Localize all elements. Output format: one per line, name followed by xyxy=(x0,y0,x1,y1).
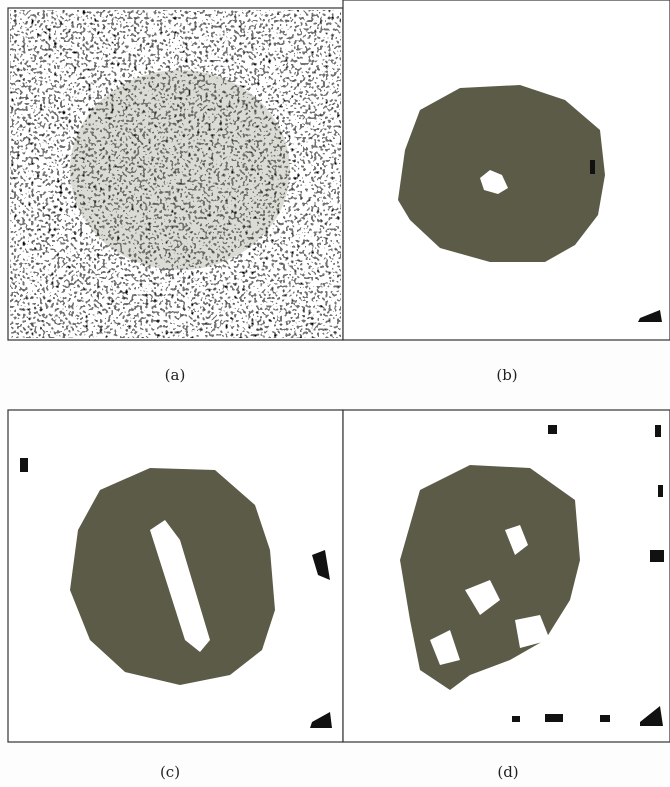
panel-label: (b) xyxy=(496,366,517,384)
panel-label: (d) xyxy=(497,763,518,781)
figure-page: (a) (b) (c) (d) xyxy=(0,0,670,787)
panel-b xyxy=(343,0,670,340)
panel-label: (a) xyxy=(165,366,186,384)
panel-label: (c) xyxy=(160,763,180,781)
panel-c xyxy=(8,410,343,742)
figure-panels xyxy=(0,0,670,787)
panel-d xyxy=(343,410,670,742)
panel-a xyxy=(8,8,343,340)
